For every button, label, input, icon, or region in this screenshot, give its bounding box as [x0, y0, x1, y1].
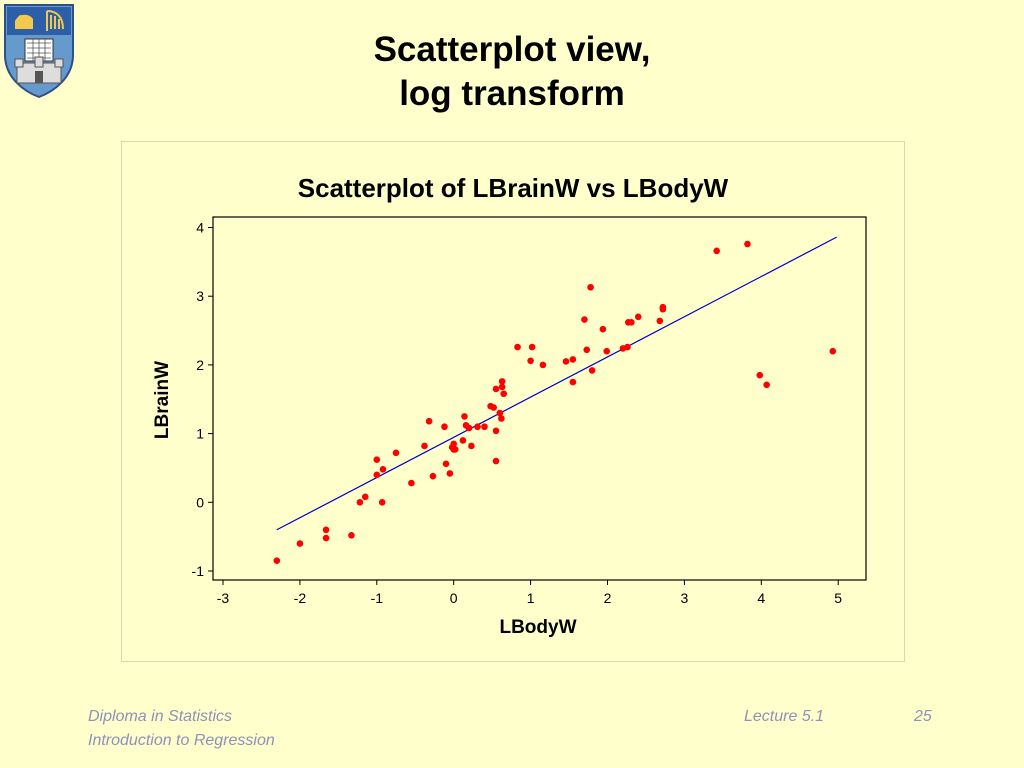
x-tick-label: -3 [217, 590, 230, 606]
data-point [528, 343, 536, 351]
data-point [461, 413, 468, 420]
data-point [465, 424, 473, 432]
data-point [492, 385, 500, 393]
data-point [496, 409, 504, 417]
data-point [498, 415, 505, 422]
data-point [450, 440, 458, 448]
footer-lecture: Lecture 5.1 [744, 708, 825, 725]
data-point [348, 531, 355, 539]
data-point [628, 319, 635, 326]
data-point [659, 303, 667, 311]
data-point [378, 499, 386, 506]
title-line-2: log transform [399, 74, 625, 113]
y-tick-label: 1 [196, 426, 204, 442]
data-point [599, 325, 607, 333]
data-point [500, 390, 507, 398]
y-axis: -1 0 1 2 3 4 [192, 220, 213, 579]
x-axis-label: LBodyW [499, 617, 576, 638]
data-point [373, 471, 381, 479]
data-point [468, 442, 475, 450]
x-tick-label: -2 [294, 590, 307, 606]
data-point [446, 470, 454, 477]
y-axis-label: LBrainW [152, 361, 173, 439]
data-point [322, 534, 330, 542]
scatterplot-chart: Scatterplot of LBrainW vs LBodyW -3 -2 -1 0… [152, 173, 867, 638]
data-point [392, 449, 400, 457]
x-tick-label: 5 [834, 590, 842, 606]
data-point [624, 343, 631, 351]
data-point [527, 357, 534, 365]
scatterplot-panel: Scatterplot of LBrainW vs LBodyW -3 -2 -1 0… [121, 141, 905, 662]
data-point [569, 356, 577, 363]
x-tick-label: 4 [757, 590, 765, 606]
data-point [441, 423, 448, 431]
data-point [442, 460, 450, 468]
data-points [273, 240, 837, 564]
data-point [379, 466, 387, 473]
footer-page-number: 25 [914, 708, 932, 725]
x-tick-label: -1 [371, 590, 384, 606]
data-point [322, 526, 330, 534]
data-point [656, 317, 664, 325]
data-point [296, 540, 304, 547]
data-point [588, 367, 596, 374]
data-point [492, 457, 500, 465]
title-line-1: Scatterplot view, [373, 30, 651, 69]
x-tick-label: 1 [527, 590, 535, 606]
y-tick-label: 4 [196, 220, 204, 236]
data-point [498, 378, 506, 385]
x-tick-label: 2 [604, 590, 612, 606]
data-point [756, 371, 764, 379]
data-point [634, 313, 642, 321]
data-point [361, 493, 369, 501]
data-point [562, 358, 570, 365]
data-point [713, 247, 720, 255]
plot-area [212, 216, 867, 581]
regression-line [276, 236, 837, 531]
chart-title: Scatterplot of LBrainW vs LBodyW [298, 173, 729, 203]
data-point [459, 437, 467, 444]
data-point [429, 472, 437, 480]
data-point [581, 316, 588, 323]
y-tick-label: 0 [196, 494, 204, 510]
data-point [587, 283, 594, 291]
footer-module: Introduction to Regression [88, 732, 275, 749]
x-tick-label: 0 [450, 590, 458, 606]
data-point [829, 347, 837, 355]
y-tick-label: -1 [192, 563, 205, 579]
data-point [583, 346, 591, 354]
data-point [490, 404, 497, 411]
data-point [539, 361, 547, 369]
data-point [474, 423, 481, 431]
footer-course: Diploma in Statistics [88, 708, 233, 725]
data-point [451, 446, 459, 453]
data-point [356, 499, 364, 506]
data-point [408, 479, 415, 487]
data-point [514, 343, 521, 351]
data-point [569, 378, 577, 386]
data-point [421, 442, 428, 450]
data-point [498, 383, 506, 391]
data-point [603, 347, 611, 355]
data-point [425, 417, 433, 425]
data-point [763, 381, 770, 389]
data-point [744, 240, 751, 248]
y-tick-label: 2 [196, 357, 204, 373]
page-title: Scatterplot view, log transform [212, 28, 812, 116]
data-point [481, 423, 488, 431]
x-tick-label: 3 [681, 590, 689, 606]
x-axis: -3 -2 -1 0 1 2 3 4 5 [217, 580, 842, 606]
y-tick-label: 3 [196, 288, 204, 304]
data-point [373, 456, 381, 464]
data-point [273, 557, 281, 564]
crest-icon [3, 3, 75, 99]
data-point [492, 427, 500, 435]
